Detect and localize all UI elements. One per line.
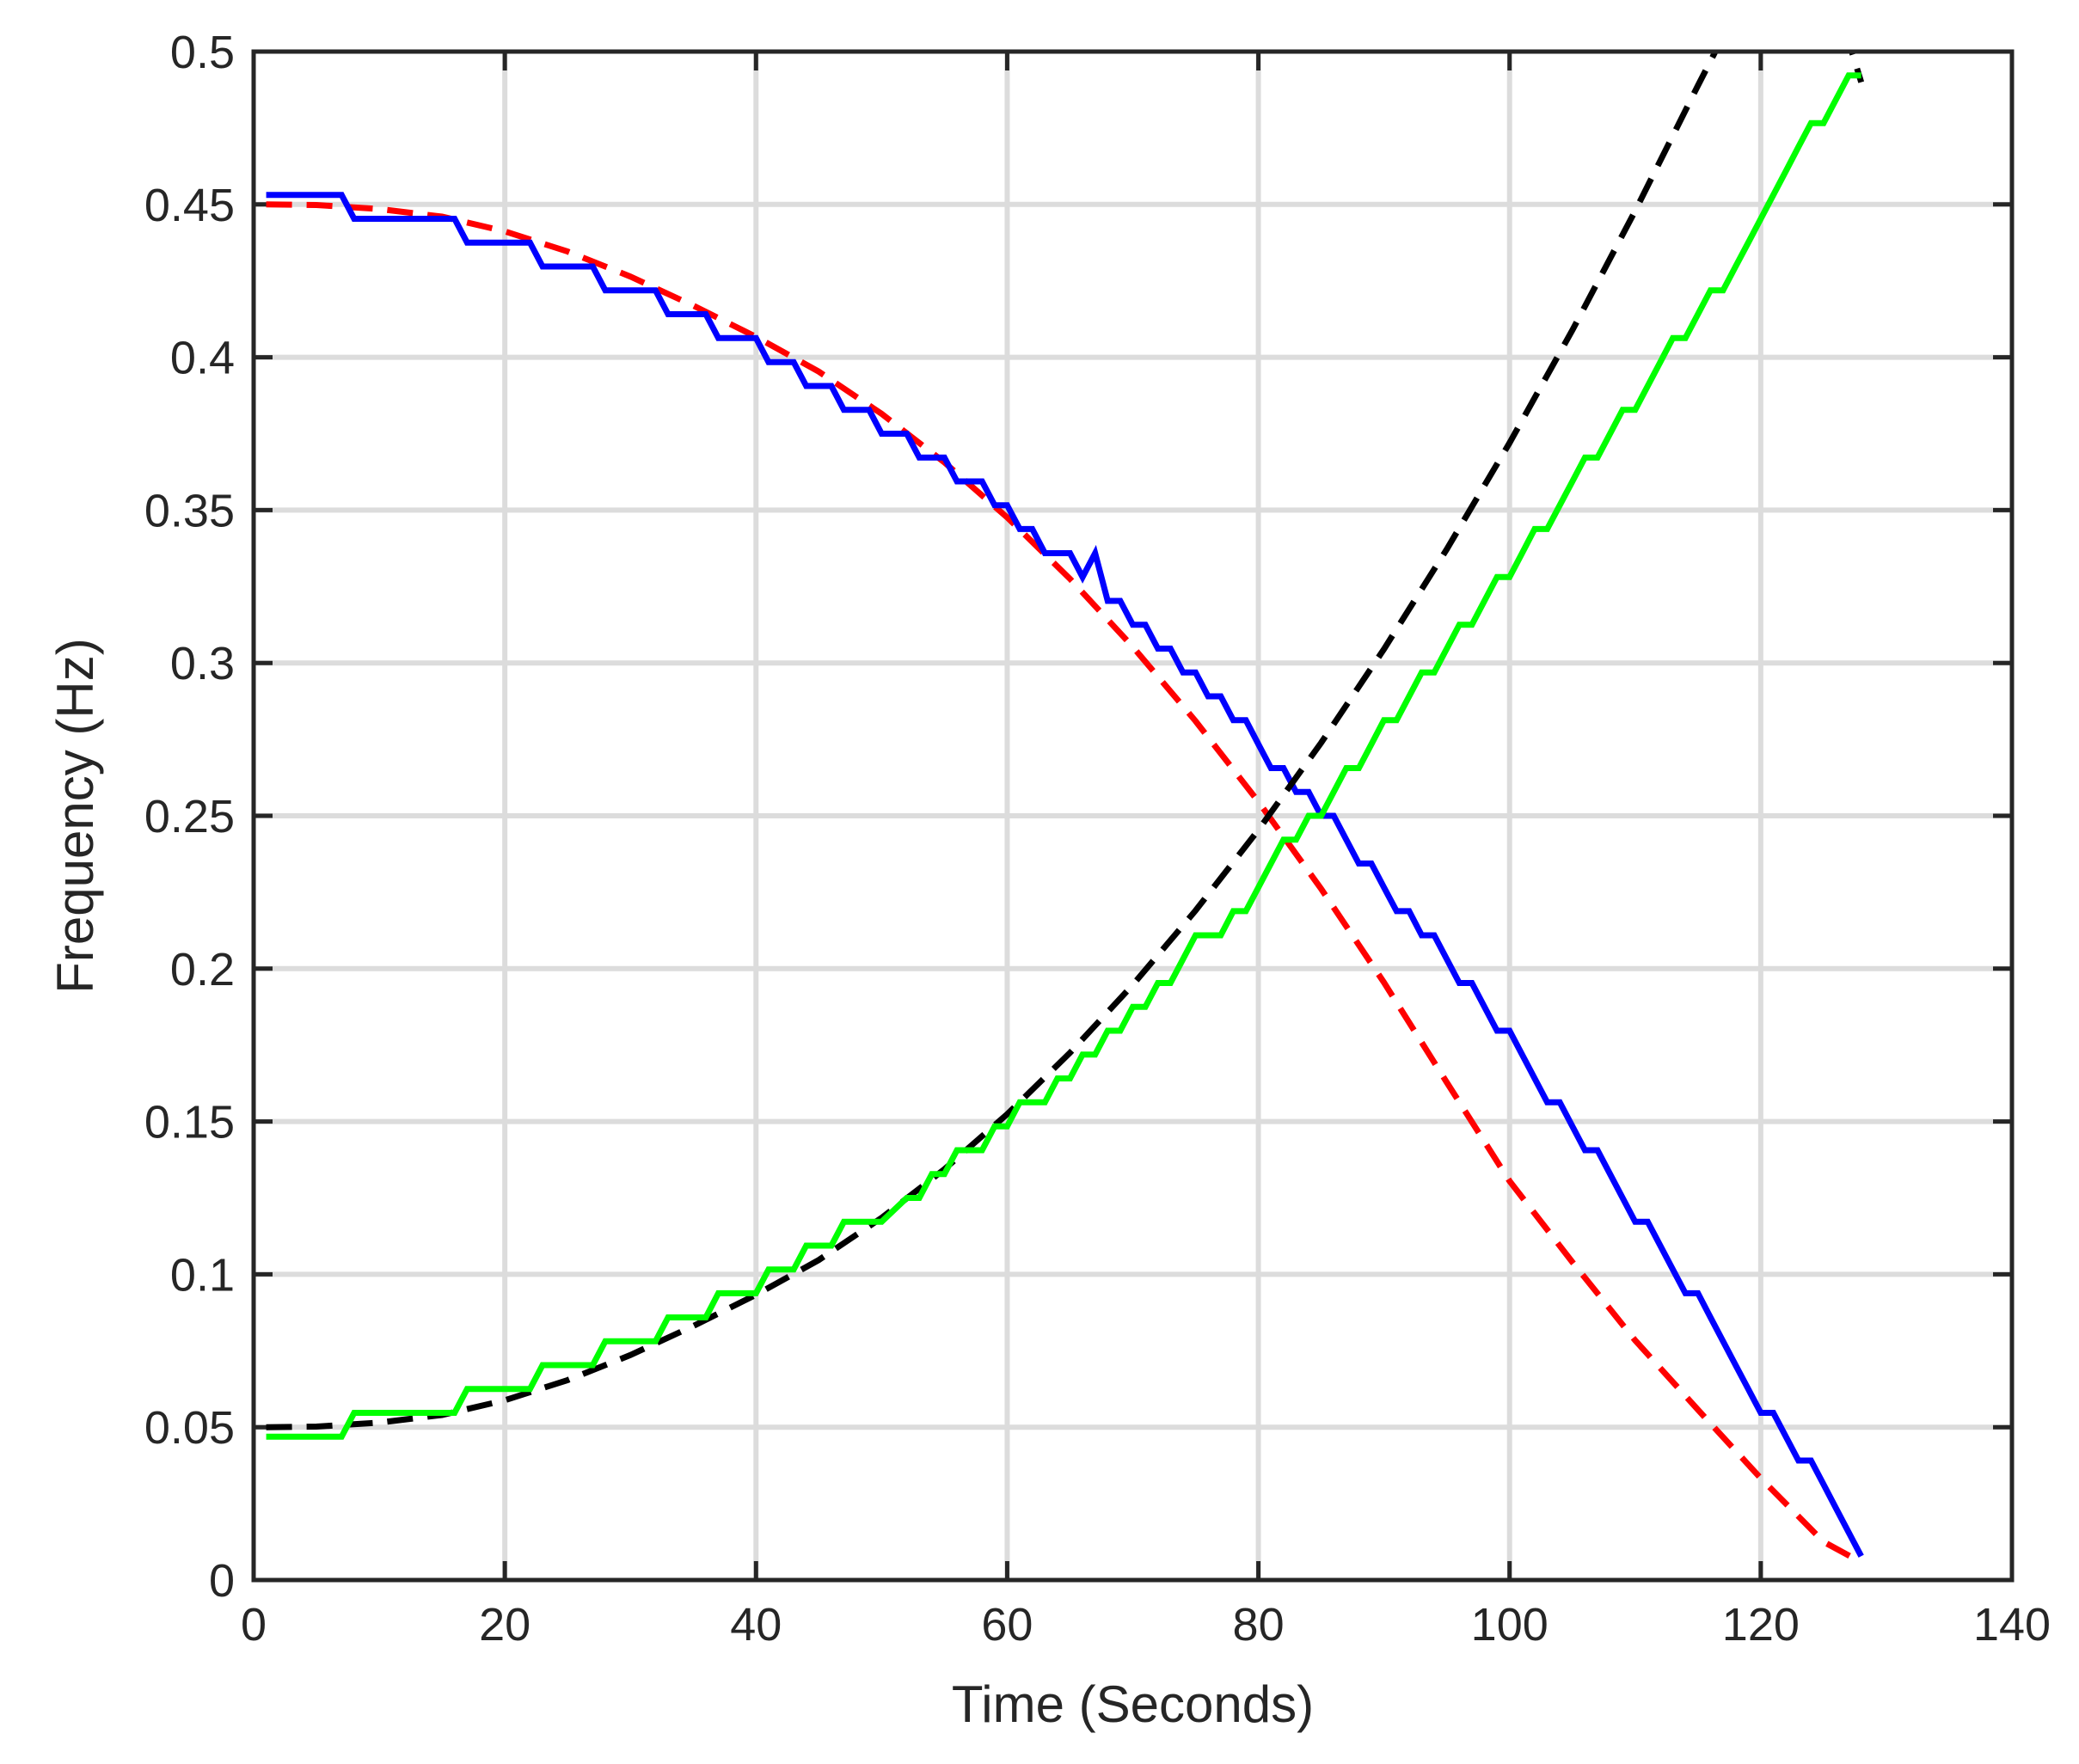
x-tick-label: 0 xyxy=(241,1599,267,1651)
x-tick-label: 80 xyxy=(1233,1599,1285,1651)
series-line-2 xyxy=(266,192,1864,1558)
y-tick-label: 0.5 xyxy=(170,27,235,78)
y-tick-label: 0.25 xyxy=(144,791,235,842)
x-tick-labels: 0 20 40 60 80 100 120 140 xyxy=(241,1599,2051,1651)
grid-lines xyxy=(254,52,2012,1580)
y-tick-label: 0.1 xyxy=(170,1249,235,1301)
x-tick-label: 100 xyxy=(1471,1599,1549,1651)
y-tick-label: 0 xyxy=(209,1555,235,1607)
x-tick-label: 40 xyxy=(730,1599,782,1651)
series-line-4 xyxy=(266,72,1861,1440)
x-axis-label: Time (Seconds) xyxy=(952,1675,1314,1733)
y-tick-label: 0.2 xyxy=(170,944,235,995)
series-line-3 xyxy=(266,52,1865,1430)
y-tick-labels: 0 0.05 0.1 0.15 0.2 0.25 0.3 0.35 0.4 0.45 0.5 xyxy=(144,27,235,1607)
x-tick-label: 20 xyxy=(479,1599,530,1651)
plot-series xyxy=(266,52,1865,1565)
series-line-1 xyxy=(266,201,1863,1565)
y-tick-label: 0.4 xyxy=(170,333,235,384)
x-tick-label: 120 xyxy=(1722,1599,1800,1651)
y-tick-label: 0.45 xyxy=(144,180,235,231)
y-tick-label: 0.15 xyxy=(144,1097,235,1148)
y-tick-label: 0.05 xyxy=(144,1402,235,1454)
y-axis-label: Frequency (Hz) xyxy=(46,638,104,993)
plot-frame xyxy=(251,49,2015,1583)
tick-marks xyxy=(251,49,2015,1583)
x-tick-label: 60 xyxy=(981,1599,1033,1651)
y-tick-label: 0.3 xyxy=(170,638,235,689)
x-tick-label: 140 xyxy=(1973,1599,2051,1651)
y-tick-label: 0.35 xyxy=(144,485,235,536)
